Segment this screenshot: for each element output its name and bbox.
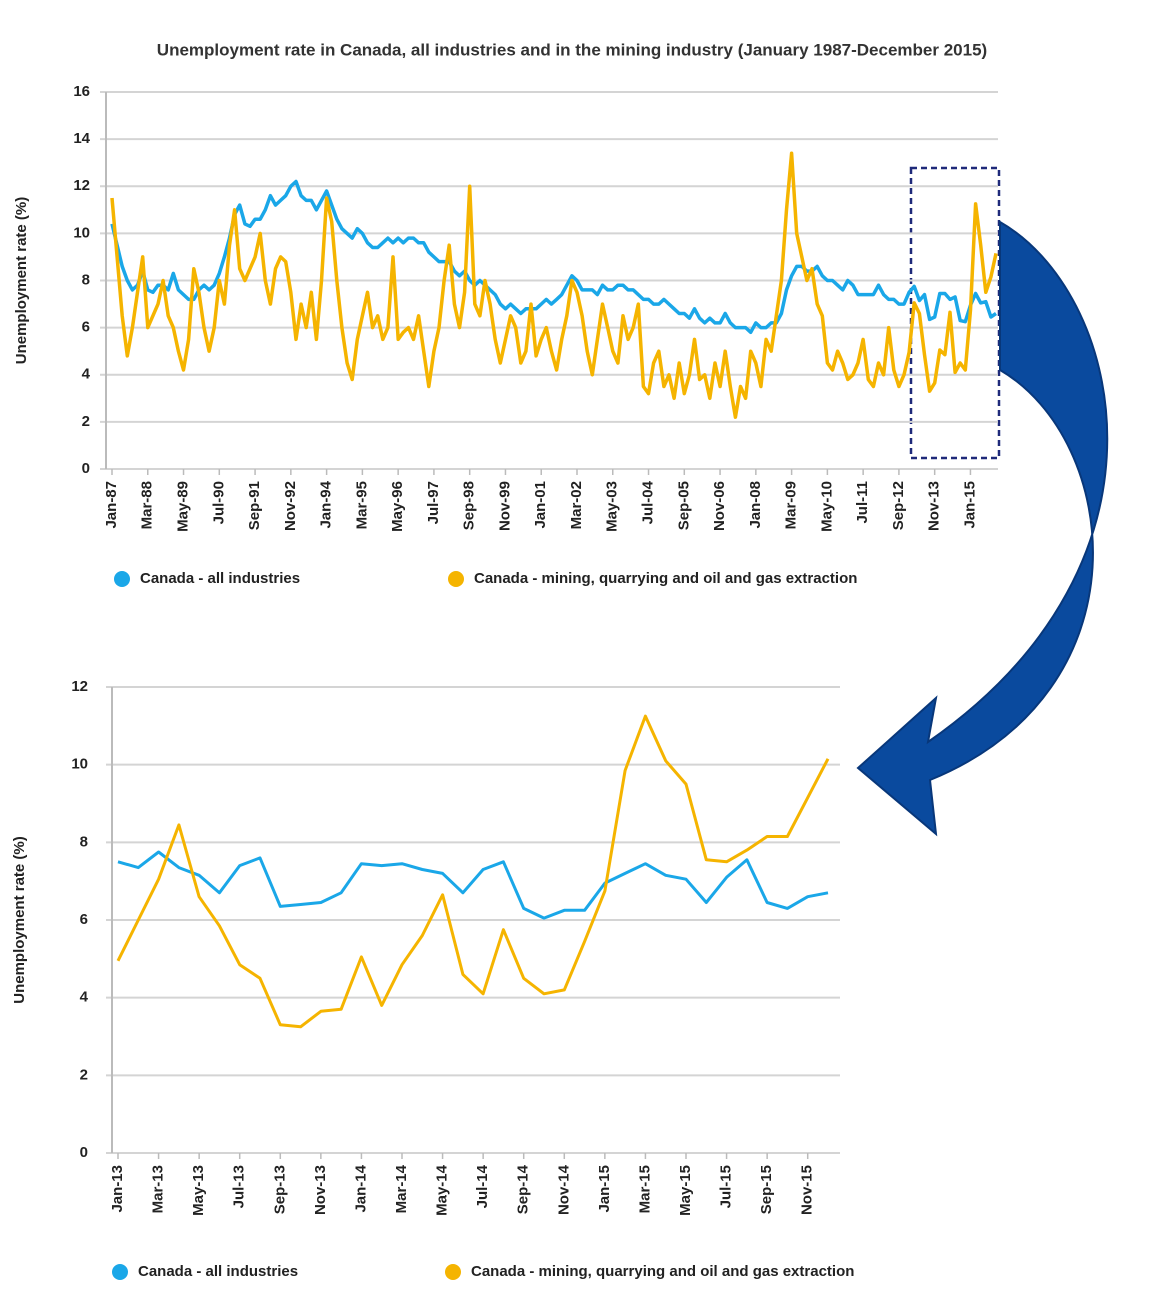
x-tick-label: Sep-13 <box>271 1165 288 1214</box>
chart-title: Unemployment rate in Canada, all industr… <box>157 40 987 59</box>
x-tick-label: Sep-05 <box>675 481 692 530</box>
x-tick-label: Nov-92 <box>282 481 299 531</box>
y-tick-label: 4 <box>80 989 89 1006</box>
x-tick-label: Mar-15 <box>636 1165 653 1213</box>
x-tick-label: Jan-87 <box>103 481 120 529</box>
y-tick-label: 12 <box>73 177 90 194</box>
legend-marker <box>112 1264 128 1280</box>
y-tick-label: 10 <box>71 756 88 773</box>
x-tick-label: Mar-02 <box>568 481 585 529</box>
zoom-arrow <box>856 220 1109 837</box>
legend-label: Canada - mining, quarrying and oil and g… <box>474 570 857 587</box>
x-tick-label: Nov-13 <box>926 481 943 531</box>
x-tick-label: Sep-91 <box>246 481 263 530</box>
x-tick-label: Nov-13 <box>312 1165 329 1215</box>
x-tick-label: May-96 <box>389 481 406 532</box>
series-line <box>110 179 997 335</box>
legend-marker <box>114 571 130 587</box>
x-tick-label: Jan-08 <box>747 481 764 529</box>
x-tick-label: Jan-15 <box>961 481 978 529</box>
series-line <box>117 850 829 920</box>
y-tick-label: 6 <box>80 911 88 928</box>
legend-label: Canada - mining, quarrying and oil and g… <box>471 1263 854 1280</box>
x-tick-label: Jul-13 <box>231 1165 248 1208</box>
x-tick-label: Jan-13 <box>109 1165 126 1213</box>
x-tick-label: Jul-04 <box>640 480 657 524</box>
x-tick-label: Nov-15 <box>799 1165 816 1215</box>
y-tick-label: 14 <box>73 130 90 147</box>
x-tick-label: Jan-01 <box>532 481 549 529</box>
legend-label: Canada - all industries <box>140 570 300 587</box>
legend-marker <box>445 1264 461 1280</box>
x-tick-label: May-15 <box>677 1165 694 1216</box>
x-tick-label: Sep-14 <box>515 1164 532 1214</box>
x-tick-label: May-03 <box>604 481 621 532</box>
legend-label: Canada - all industries <box>138 1263 298 1280</box>
x-tick-label: Jul-11 <box>854 481 871 524</box>
series-line <box>116 714 830 1029</box>
y-tick-label: 8 <box>80 833 88 850</box>
x-tick-label: May-89 <box>175 481 192 532</box>
x-tick-label: May-14 <box>434 1164 451 1216</box>
y-tick-label: 12 <box>71 678 88 695</box>
x-tick-label: Mar-09 <box>783 481 800 529</box>
x-tick-label: Jul-15 <box>718 1165 735 1208</box>
y-tick-label: 16 <box>73 83 90 100</box>
x-tick-label: Jan-94 <box>318 480 335 528</box>
y-tick-label: 2 <box>82 413 90 430</box>
y-tick-label: 0 <box>82 460 90 477</box>
x-tick-label: Mar-88 <box>139 481 156 529</box>
x-tick-label: Nov-99 <box>496 481 513 531</box>
y-tick-label: 4 <box>82 366 91 383</box>
x-tick-label: May-13 <box>190 1165 207 1216</box>
x-tick-label: Jul-90 <box>210 481 227 524</box>
x-tick-label: Sep-15 <box>758 1165 775 1214</box>
x-tick-label: Jan-14 <box>352 1164 369 1212</box>
zoom-box <box>909 166 1001 460</box>
y-tick-label: 2 <box>80 1066 88 1083</box>
x-tick-label: Sep-98 <box>461 481 478 530</box>
y-tick-label: 0 <box>80 1144 88 1161</box>
y-axis-label: Unemployment rate (%) <box>11 836 28 1004</box>
series-line <box>110 151 998 419</box>
y-tick-label: 10 <box>73 224 90 241</box>
y-axis-label: Unemployment rate (%) <box>13 197 30 365</box>
x-tick-label: Nov-06 <box>711 481 728 531</box>
x-tick-label: Nov-14 <box>555 1164 572 1215</box>
legend-marker <box>448 571 464 587</box>
x-tick-label: May-10 <box>818 481 835 532</box>
x-tick-label: Jan-15 <box>596 1165 613 1213</box>
x-tick-label: Mar-95 <box>353 481 370 529</box>
y-tick-label: 6 <box>82 319 90 336</box>
x-tick-label: Mar-14 <box>393 1164 410 1213</box>
x-tick-label: Jul-97 <box>425 481 442 524</box>
x-tick-label: Sep-12 <box>890 481 907 530</box>
x-tick-label: Mar-13 <box>150 1165 167 1213</box>
y-tick-label: 8 <box>82 271 90 288</box>
x-tick-label: Jul-14 <box>474 1164 491 1208</box>
